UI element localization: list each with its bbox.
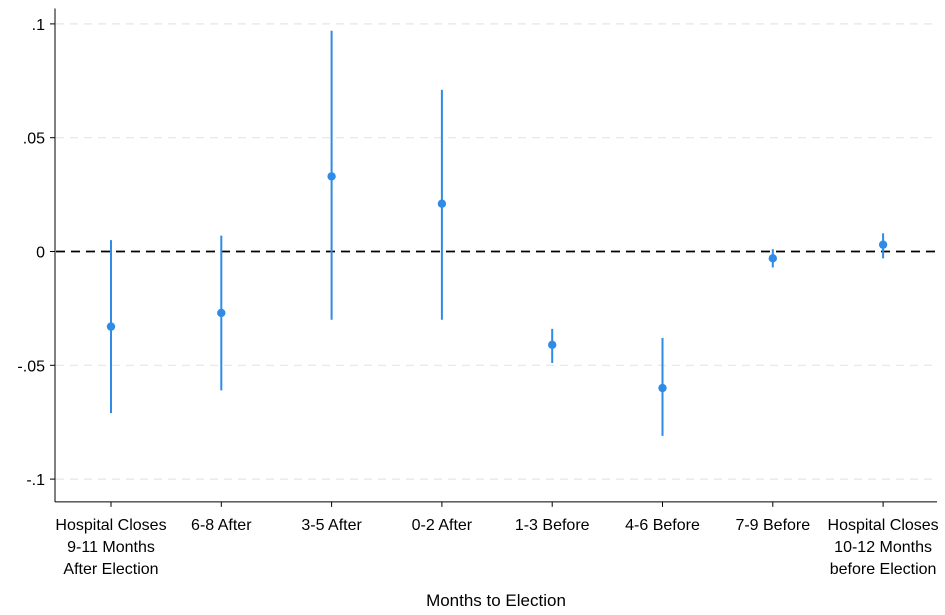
point-estimate xyxy=(327,172,336,181)
x-tick-label-line: 1-3 Before xyxy=(515,517,590,534)
point-estimate xyxy=(217,308,226,318)
x-tick-label-line: 10-12 Months xyxy=(834,539,932,556)
y-tick-label: -.1 xyxy=(26,472,45,489)
x-tick-label: 6-8 After xyxy=(191,517,252,534)
x-tick-label: 1-3 Before xyxy=(515,517,590,534)
point-estimate xyxy=(548,340,557,350)
x-tick-label-line: Hospital Closes xyxy=(55,517,166,534)
x-tick-label-line: 4-6 Before xyxy=(625,517,700,534)
x-tick-label: 4-6 Before xyxy=(625,517,700,534)
x-tick-label-line: before Election xyxy=(830,561,937,578)
y-tick-labels: -.1 -.05 0 .05 .1 xyxy=(17,17,45,489)
x-tick-label-line: 3-5 After xyxy=(301,517,362,534)
point-estimate xyxy=(768,254,777,263)
x-tick-label-line: 7-9 Before xyxy=(735,517,810,534)
x-tick-labels: Hospital Closes 9-11 Months After Election… xyxy=(55,517,938,578)
x-tick-label: 3-5 After xyxy=(301,517,362,534)
y-tick-label: -.05 xyxy=(17,358,45,375)
grid-lines xyxy=(56,23,937,480)
x-tick-label-line: Hospital Closes xyxy=(828,517,939,534)
x-tick-label: 0-2 After xyxy=(412,517,473,534)
x-tick-label: 7-9 Before xyxy=(735,517,810,534)
y-tick-label: 0 xyxy=(36,245,45,262)
point-estimate xyxy=(437,199,447,208)
point-estimate xyxy=(658,383,667,393)
axes xyxy=(50,8,937,507)
y-tick-label: .1 xyxy=(32,17,45,34)
x-tick-label-line: 9-11 Months xyxy=(67,539,155,556)
confidence-intervals xyxy=(110,30,885,436)
point-estimate xyxy=(106,322,116,331)
x-tick-label-line: 0-2 After xyxy=(412,517,473,534)
x-axis-title: Months to Election xyxy=(426,591,566,610)
y-tick-label: .05 xyxy=(23,131,45,148)
x-tick-label-line: 6-8 After xyxy=(191,517,252,534)
x-tick-label: Hospital Closes 10-12 Months before Electi… xyxy=(828,517,939,578)
point-estimates xyxy=(106,172,888,393)
x-tick-label-line: After Election xyxy=(63,561,158,578)
x-tick-label: Hospital Closes 9-11 Months After Election xyxy=(55,517,166,578)
point-estimate xyxy=(878,240,888,249)
